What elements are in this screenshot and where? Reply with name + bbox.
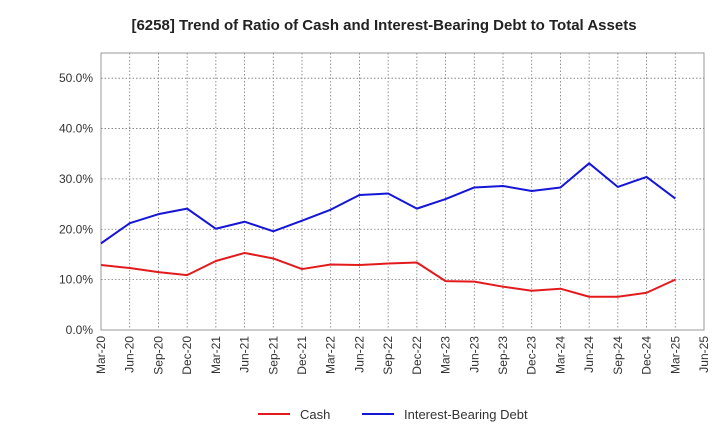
x-tick-label: Dec-21 — [295, 336, 309, 375]
x-axis: Mar-20 Jun-20 Sep-20 Dec-20 Mar-21 Jun-21 Sep-… — [94, 336, 711, 375]
y-tick-label: 30.0% — [59, 172, 93, 186]
x-tick-label: Dec-22 — [410, 336, 424, 375]
legend-label: Cash — [300, 407, 330, 422]
x-tick-label: Jun-22 — [352, 336, 366, 373]
x-tick-label: Jun-25 — [697, 336, 711, 373]
x-tick-label: Sep-23 — [496, 336, 510, 375]
x-tick-label: Dec-24 — [640, 336, 654, 375]
x-tick-label: Mar-21 — [209, 336, 223, 374]
y-tick-label: 10.0% — [59, 273, 93, 287]
y-axis: 0.0% 10.0% 20.0% 30.0% 40.0% 50.0% — [59, 71, 93, 337]
series-group — [100, 162, 676, 298]
y-tick-label: 20.0% — [59, 222, 93, 236]
x-tick-label: Jun-21 — [238, 336, 252, 373]
y-tick-label: 40.0% — [59, 122, 93, 136]
x-tick-label: Mar-25 — [668, 336, 682, 374]
x-tick-label: Jun-23 — [467, 336, 481, 373]
x-tick-label: Mar-22 — [324, 336, 338, 374]
y-tick-label: 50.0% — [59, 71, 93, 85]
x-tick-label: Sep-24 — [611, 336, 625, 375]
x-tick-label: Mar-24 — [553, 336, 567, 374]
x-tick-label: Jun-20 — [123, 336, 137, 373]
x-tick-label: Sep-20 — [151, 336, 165, 375]
x-tick-label: Dec-23 — [525, 336, 539, 375]
y-tick-label: 0.0% — [66, 323, 94, 337]
x-tick-label: Mar-20 — [94, 336, 108, 374]
plot-area — [100, 52, 705, 331]
x-tick-label: Sep-22 — [381, 336, 395, 375]
grid — [101, 53, 704, 330]
x-tick-label: Mar-23 — [439, 336, 453, 374]
series-line — [100, 162, 676, 245]
series-line — [100, 251, 676, 298]
legend-label: Interest-Bearing Debt — [404, 407, 528, 422]
x-tick-label: Dec-20 — [180, 336, 194, 375]
chart-title: [6258] Trend of Ratio of Cash and Intere… — [131, 17, 636, 34]
x-tick-label: Sep-21 — [266, 336, 280, 375]
x-tick-label: Jun-24 — [582, 336, 596, 373]
legend: Cash Interest-Bearing Debt — [258, 407, 528, 422]
